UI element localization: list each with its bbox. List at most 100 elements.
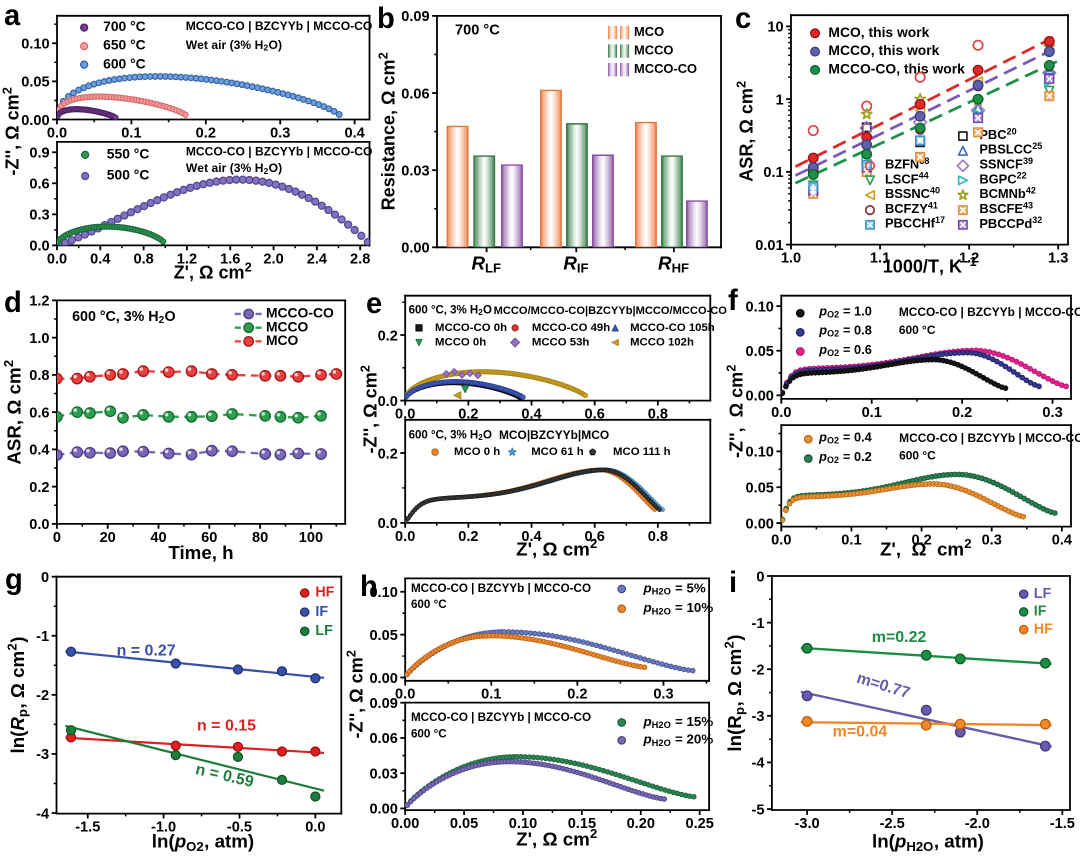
- svg-text:0.15: 0.15: [568, 816, 596, 832]
- svg-text:IF: IF: [1034, 604, 1047, 620]
- svg-text:0.0: 0.0: [771, 533, 791, 549]
- svg-text:-4: -4: [752, 756, 766, 772]
- svg-text:MCO 61 h: MCO 61 h: [531, 446, 584, 458]
- svg-text:0.06: 0.06: [369, 731, 397, 747]
- svg-text:0.00: 0.00: [401, 241, 429, 257]
- svg-text:d: d: [4, 287, 22, 319]
- svg-text:ln(, Ω cm)Rp2: ln(, Ω cm)Rp2: [5, 637, 30, 754]
- svg-text:MCCO 53h: MCCO 53h: [532, 336, 590, 348]
- svg-text:Resistance, Ω cm2: Resistance, Ω cm2: [377, 52, 399, 210]
- svg-text:0.0: 0.0: [395, 407, 415, 423]
- svg-text:-3.0: -3.0: [795, 816, 820, 832]
- svg-text:0.09: 0.09: [401, 9, 429, 25]
- svg-text:0.00: 0.00: [369, 802, 397, 818]
- svg-text:2.4: 2.4: [307, 251, 328, 267]
- svg-text:MCCO-CO: MCCO-CO: [634, 61, 697, 76]
- svg-text:0.2: 0.2: [196, 125, 216, 141]
- svg-text:ASR, Ω cm2: ASR, Ω cm2: [735, 81, 757, 182]
- svg-text:a: a: [4, 0, 21, 32]
- svg-text:BSCFE43: BSCFE43: [979, 200, 1033, 216]
- svg-text:ln(, atm)pH2O: ln(, atm)pH2O: [872, 831, 984, 854]
- svg-text:LF: LF: [315, 623, 333, 639]
- svg-text:MCCO-CO | BZCYYb | MCCO-CO: MCCO-CO | BZCYYb | MCCO-CO: [899, 305, 1080, 319]
- svg-text:-2: -2: [36, 688, 49, 704]
- svg-text:PBC20: PBC20: [979, 126, 1016, 142]
- svg-text:0.05: 0.05: [21, 75, 49, 91]
- svg-text:0.2: 0.2: [378, 446, 398, 462]
- svg-text:20: 20: [100, 530, 116, 546]
- svg-text:0.8: 0.8: [648, 529, 668, 545]
- svg-text:RLF: RLF: [472, 252, 502, 275]
- svg-text:0.00: 0.00: [391, 816, 419, 832]
- svg-text:0.0: 0.0: [378, 516, 398, 532]
- svg-text:1.2: 1.2: [177, 251, 197, 267]
- svg-text:0.8: 0.8: [133, 251, 153, 267]
- svg-text:MCO|BZCYYb|MCO: MCO|BZCYYb|MCO: [499, 428, 609, 442]
- svg-text:600 °C, 3% HO2: 600 °C, 3% H O2: [409, 304, 492, 317]
- svg-text:0.10: 0.10: [369, 585, 397, 601]
- svg-text:0.3: 0.3: [653, 687, 673, 703]
- svg-text:0.01: 0.01: [755, 238, 783, 254]
- svg-text:1.1: 1.1: [870, 251, 890, 267]
- svg-text:MCCO-CO: MCCO-CO: [266, 305, 334, 321]
- svg-text:60: 60: [201, 530, 217, 546]
- svg-text:e: e: [366, 288, 382, 320]
- svg-text:0.4: 0.4: [90, 251, 111, 267]
- svg-text:-3: -3: [752, 709, 765, 725]
- svg-text:0.03: 0.03: [369, 766, 397, 782]
- svg-text:MCCO-CO | BZCYYb | MCCO-CO: MCCO-CO | BZCYYb | MCCO-CO: [899, 431, 1080, 445]
- svg-text:1.3: 1.3: [1048, 251, 1068, 267]
- svg-text:pH2O = 10%: pH2O = 10%: [642, 600, 713, 616]
- svg-text:0.0: 0.0: [29, 517, 49, 533]
- svg-text:MCCO: MCCO: [634, 42, 673, 57]
- svg-text:f: f: [728, 285, 738, 317]
- svg-text:700 °C: 700 °C: [103, 18, 146, 34]
- svg-text:MCCO-CO | BZCYYb | MCCO-CO: MCCO-CO | BZCYYb | MCCO-CO: [186, 144, 373, 158]
- svg-text:0.10: 0.10: [746, 299, 774, 315]
- svg-text:i: i: [729, 567, 737, 599]
- svg-text:0.05: 0.05: [369, 628, 397, 644]
- svg-text:LF: LF: [1034, 586, 1052, 602]
- svg-text:MCCO-CO 49h: MCCO-CO 49h: [532, 322, 610, 334]
- svg-text:PBCCPd32: PBCCPd32: [979, 215, 1042, 231]
- svg-text:0.00: 0.00: [21, 113, 49, 129]
- svg-text:0.6: 0.6: [29, 405, 49, 421]
- svg-text:0.10: 0.10: [21, 37, 49, 53]
- svg-text:MCCO-CO, this work: MCCO-CO, this work: [828, 61, 965, 77]
- svg-text:550 °C: 550 °C: [107, 145, 150, 161]
- svg-text:MCCO-CO | BZCYYb | MCCO-CO: MCCO-CO | BZCYYb | MCCO-CO: [411, 711, 591, 724]
- svg-text:pH2O = 5%: pH2O = 5%: [642, 580, 705, 596]
- svg-text:0.0: 0.0: [47, 251, 67, 267]
- svg-text:0.2: 0.2: [911, 533, 931, 549]
- svg-text:MCCO-CO | BZCYYb | MCCO-CO: MCCO-CO | BZCYYb | MCCO-CO: [411, 582, 591, 595]
- svg-text:1: 1: [776, 92, 784, 108]
- svg-text:100: 100: [299, 530, 323, 546]
- svg-text:2.0: 2.0: [263, 251, 283, 267]
- svg-text:0.00: 0.00: [746, 389, 774, 405]
- svg-text:0.2: 0.2: [458, 407, 478, 423]
- svg-text:Z', Ω cm2: Z', Ω cm2: [174, 261, 252, 283]
- svg-text:pO2 = 1.0: pO2 = 1.0: [818, 303, 872, 319]
- svg-text:0.05: 0.05: [450, 816, 478, 832]
- svg-text:RHF: RHF: [658, 252, 689, 275]
- svg-text:MCO: MCO: [266, 332, 299, 348]
- svg-text:0.0: 0.0: [395, 529, 415, 545]
- svg-text:0: 0: [41, 570, 49, 586]
- svg-text:0.06: 0.06: [401, 86, 429, 102]
- svg-text:1.6: 1.6: [220, 251, 240, 267]
- svg-text:0.2: 0.2: [378, 328, 398, 344]
- svg-text:600 °C, 3% HO2: 600 °C, 3% H O2: [409, 429, 492, 442]
- svg-text:1.0: 1.0: [29, 331, 49, 347]
- svg-text:-2.0: -2.0: [965, 816, 990, 832]
- svg-text:MCCO 0h: MCCO 0h: [435, 336, 486, 348]
- svg-text:-5: -5: [752, 802, 765, 818]
- svg-text:BCFZY41: BCFZY41: [885, 200, 938, 216]
- svg-text:b: b: [377, 3, 395, 35]
- svg-text:PBCCHf17: PBCCHf17: [885, 215, 945, 231]
- svg-text:-1: -1: [36, 629, 49, 645]
- svg-text:-1.0: -1.0: [151, 820, 176, 836]
- svg-text:2.8: 2.8: [350, 251, 370, 267]
- svg-text:0.3: 0.3: [1042, 405, 1062, 421]
- svg-text:Z', Ω cm2: Z', Ω cm2: [516, 826, 597, 849]
- svg-text:1000/T, K−1: 1000/T, K−1: [883, 255, 977, 277]
